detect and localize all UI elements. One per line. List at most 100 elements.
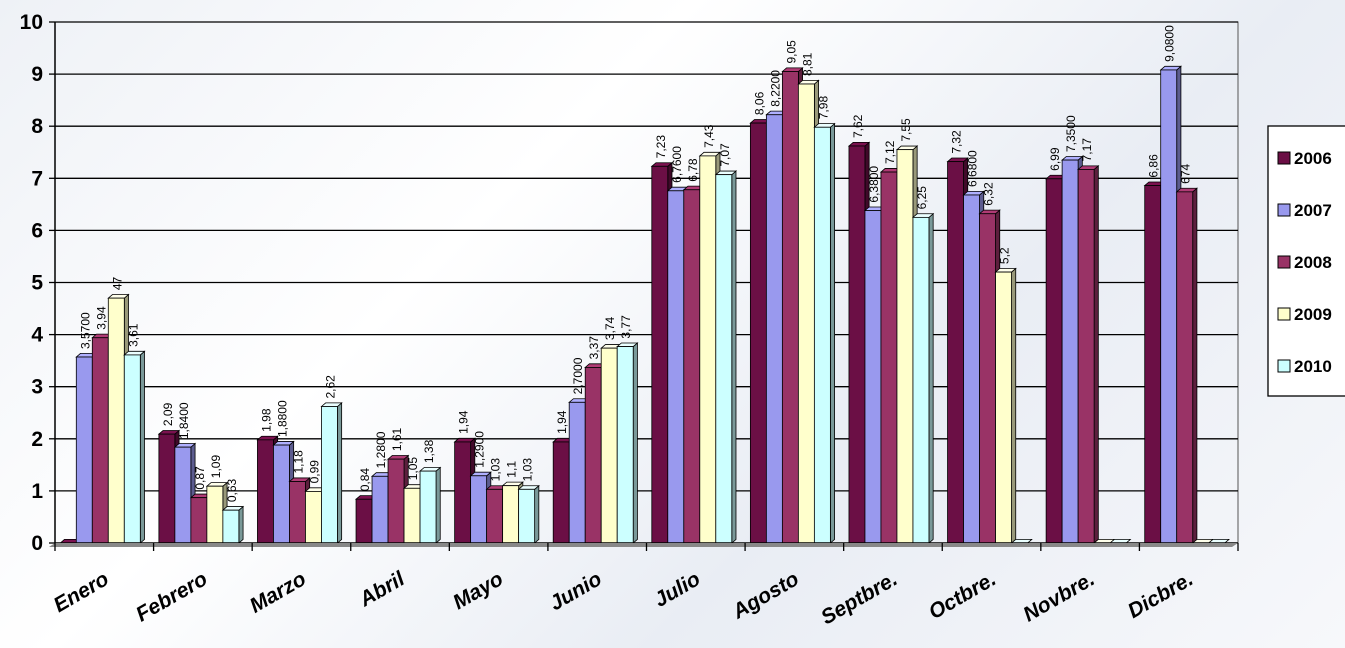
bar-top [847,141,871,147]
bar-top [616,342,639,347]
bar-side [337,402,343,544]
data-label: 3,5700 [78,312,92,349]
bar-front [321,406,338,544]
bar-front [912,216,930,544]
bar [517,484,540,544]
bar-side [534,484,540,544]
data-label: 3,77 [619,315,633,339]
bar-front [470,475,488,544]
data-label: 1,1 [505,461,519,478]
data-labels: 2,09 1,98 0,84 1,94 1,94 7,23 8,06 7,62 7,32 6,99… [78,25,1192,502]
bar [1077,164,1100,544]
legend-label: 2009 [1294,305,1332,324]
y-tick-label: 4 [31,324,43,347]
data-label: 7,32 [950,130,964,154]
data-label: 6,86 [1147,154,1161,178]
bar [320,402,343,544]
bar-front [222,509,240,544]
bar-top [418,467,442,472]
data-label: 3,61 [126,323,140,347]
bar [714,170,738,544]
bar-front [584,367,602,544]
data-label: 3,94 [94,306,108,330]
legend-swatch [1277,307,1291,321]
legend-label: 2007 [1294,201,1332,220]
bar-front [206,485,224,544]
bar-front [813,126,831,544]
bar-side [632,342,638,544]
data-label: 8,06 [752,91,766,115]
data-label: 47 [110,276,124,290]
data-label: 7,07 [718,143,732,167]
bar-top [714,170,738,176]
bar-front [896,149,914,544]
data-label: 6,6800 [966,150,980,187]
data-label: 1,03 [489,458,503,482]
bar-front [387,458,405,544]
data-label: 2,7000 [571,357,585,394]
bar-side [829,122,835,544]
data-label: 0,84 [358,468,372,492]
data-label: 3,74 [603,316,617,340]
data-label: 7,3500 [1064,115,1078,152]
x-tick-label: Mayo [449,567,507,614]
bar-front [502,485,520,544]
data-label: 9,05 [784,40,798,64]
bar-top [911,213,935,218]
bar-top [517,485,540,490]
bar-front [1144,185,1162,544]
legend-label: 2010 [1294,357,1332,376]
legend-swatch [1277,203,1291,217]
bar-front [651,165,669,544]
y-tick-label: 5 [31,272,43,295]
data-label: 7,98 [816,96,830,120]
bar-front [683,189,701,544]
bar-front [123,354,141,544]
y-tick-label: 9 [31,63,43,86]
bar-top [123,350,146,356]
bar-front [190,497,208,544]
bar-front [454,441,472,544]
bar-front [864,210,882,544]
data-label: 9,0800 [1163,25,1177,62]
bar [123,350,146,544]
bar-front [797,83,815,544]
bar-front [1160,69,1178,544]
data-label: 0,63 [225,478,239,502]
data-label: 1,18 [291,450,305,474]
bar-front [947,161,964,544]
bar-top [173,443,197,448]
bar-side [1093,164,1099,544]
bar-top [813,123,836,128]
bar-front [552,441,570,544]
bar-top [501,481,524,487]
bar-front [273,444,290,544]
y-tick-label: 0 [31,532,43,555]
data-label: 7,62 [851,114,865,138]
bar-top [797,79,820,85]
bar-side [731,170,737,544]
bar-front [699,155,717,544]
bar-top [1175,187,1198,193]
bar-front [880,171,898,544]
bar-front [1045,178,1063,544]
y-tick-label: 3 [31,376,43,399]
bar-front [75,356,93,544]
data-label: 0,87 [193,466,207,490]
x-tick-label: Abril [355,567,410,612]
bar-front [257,439,274,544]
data-label: 1,03 [521,458,535,482]
x-tick-label: Julio [650,567,704,612]
bar-top [107,294,130,299]
legend: 2006 2007 2008 2009 2010 [1267,125,1345,397]
bar-top [994,268,1017,273]
legend-label: 2006 [1294,149,1332,168]
data-label: 6,7600 [670,146,684,183]
bar-front [963,194,980,544]
y-tick-label: 2 [31,428,43,451]
x-tick-label: Novbre. [1019,567,1098,626]
bar-front [486,488,504,544]
bar-front [995,271,1012,544]
floor [49,543,1238,547]
gridlines [54,21,1239,544]
